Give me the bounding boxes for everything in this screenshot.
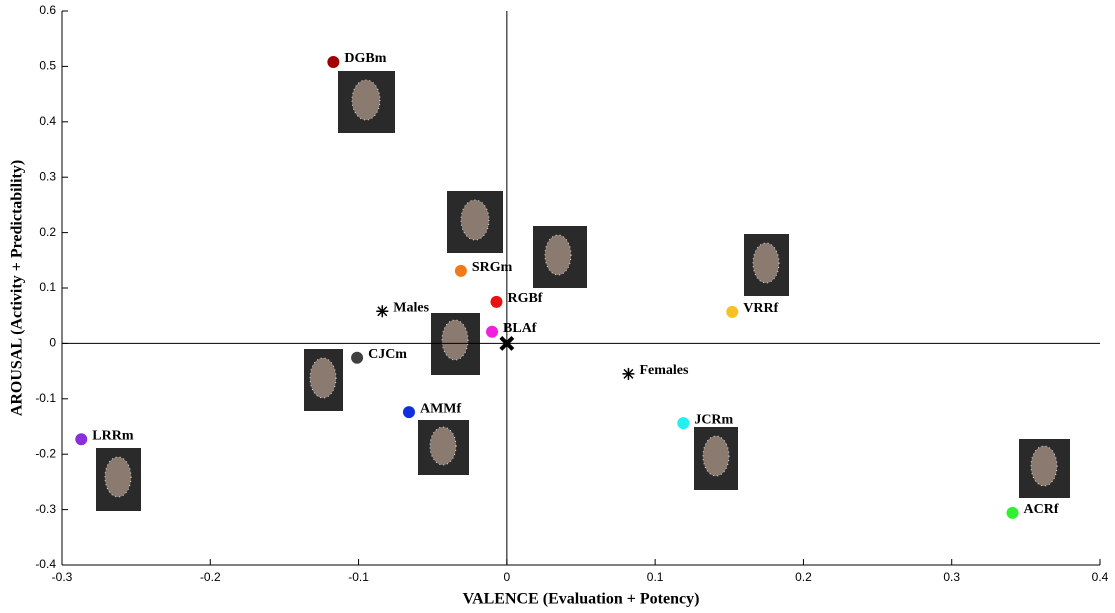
face bbox=[96, 448, 141, 511]
x-tick-label: 0.1 bbox=[647, 570, 664, 584]
y-tick-label: 0 bbox=[49, 336, 56, 350]
series: ACRf bbox=[1007, 502, 1059, 519]
point-label: LRRm bbox=[92, 428, 134, 443]
y-tick-label: 0.2 bbox=[39, 225, 56, 239]
series: JCRm bbox=[677, 412, 733, 429]
y-tick-label: 0.3 bbox=[39, 169, 56, 183]
face bbox=[1019, 439, 1070, 498]
point bbox=[351, 352, 363, 364]
y-tick-label: -0.2 bbox=[35, 446, 56, 460]
star-point bbox=[376, 305, 388, 317]
point-label: ACRf bbox=[1024, 502, 1059, 517]
point-label: Males bbox=[393, 300, 429, 315]
point bbox=[455, 265, 467, 277]
x-tick-label: 0.2 bbox=[795, 570, 812, 584]
point-label: JCRm bbox=[694, 412, 733, 427]
x-tick-label: -0.3 bbox=[52, 570, 73, 584]
y-axis-label: AROUSAL (Activity + Predictability) bbox=[9, 160, 26, 416]
face bbox=[418, 420, 469, 475]
x-tick-label: 0 bbox=[504, 570, 511, 584]
series: Males bbox=[376, 300, 429, 317]
series: BLAf bbox=[486, 321, 537, 338]
point-label: AMMf bbox=[420, 401, 462, 416]
point bbox=[75, 433, 87, 445]
point bbox=[403, 406, 415, 418]
point-label: VRRf bbox=[743, 301, 778, 316]
face bbox=[533, 226, 587, 288]
y-tick-label: -0.4 bbox=[35, 557, 56, 571]
face bbox=[338, 71, 395, 133]
series: AMMf bbox=[403, 401, 462, 418]
point-label: DGBm bbox=[344, 51, 386, 66]
series: SRGm bbox=[455, 260, 513, 277]
face bbox=[304, 349, 343, 411]
point bbox=[726, 306, 738, 318]
series: DGBm bbox=[327, 51, 386, 68]
face bbox=[431, 313, 480, 375]
y-tick-label: 0.1 bbox=[39, 280, 56, 294]
point-label: Females bbox=[639, 363, 689, 378]
x-tick-label: -0.1 bbox=[348, 570, 369, 584]
series: Females bbox=[622, 363, 689, 380]
series: RGBf bbox=[490, 291, 542, 308]
point-label: CJCm bbox=[368, 347, 407, 362]
point bbox=[490, 296, 502, 308]
y-tick-label: 0.4 bbox=[39, 114, 56, 128]
face bbox=[744, 234, 789, 296]
x-tick-label: 0.4 bbox=[1092, 570, 1109, 584]
series: VRRf bbox=[726, 301, 778, 318]
point-label: BLAf bbox=[503, 321, 537, 336]
y-tick-label: -0.3 bbox=[35, 502, 56, 516]
x-tick-label: -0.2 bbox=[200, 570, 221, 584]
y-tick-label: 0.5 bbox=[39, 59, 56, 73]
point-label: SRGm bbox=[472, 260, 513, 275]
y-tick-label: -0.1 bbox=[35, 391, 56, 405]
point bbox=[1007, 507, 1019, 519]
point bbox=[486, 326, 498, 338]
face-thumbnails bbox=[96, 71, 1070, 511]
face bbox=[694, 427, 738, 490]
star-point bbox=[622, 368, 634, 380]
x-tick-label: 0.3 bbox=[943, 570, 960, 584]
face bbox=[447, 191, 503, 253]
series: CJCm bbox=[351, 347, 407, 364]
chart: VALENCE (Evaluation + Potency) AROUSAL (… bbox=[0, 0, 1115, 613]
point bbox=[327, 56, 339, 68]
point-label: RGBf bbox=[507, 291, 542, 306]
x-axis-label: VALENCE (Evaluation + Potency) bbox=[463, 591, 700, 608]
point bbox=[677, 417, 689, 429]
series: LRRm bbox=[75, 428, 134, 445]
y-tick-label: 0.6 bbox=[39, 3, 56, 17]
